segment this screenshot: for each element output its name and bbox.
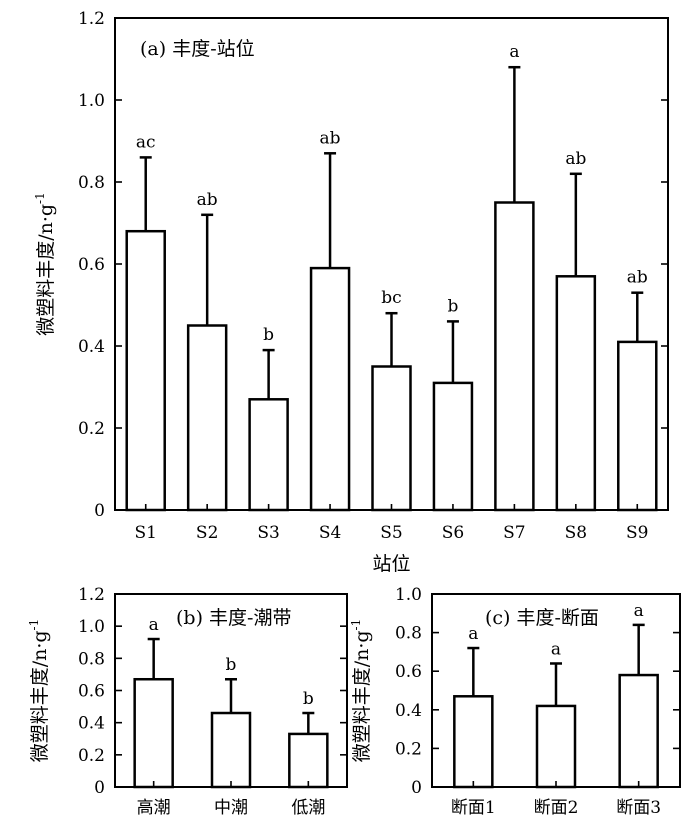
y-tick-label: 1.2 xyxy=(78,9,105,29)
x-tick-label: S1 xyxy=(134,523,156,543)
significance-label: ab xyxy=(565,149,586,169)
significance-label: a xyxy=(509,42,519,62)
y-axis-label: 微塑料丰度/n·g-1 xyxy=(27,619,51,763)
bar xyxy=(133,677,174,789)
significance-label: ab xyxy=(197,190,218,210)
y-tick-label: 0.6 xyxy=(395,662,422,682)
y-tick-label: 0.8 xyxy=(78,173,105,193)
y-tick-label: 0.6 xyxy=(78,682,105,702)
significance-label: b xyxy=(263,325,274,345)
significance-label: a xyxy=(149,615,159,635)
y-axis-label: 微塑料丰度/n·g-1 xyxy=(33,192,57,336)
significance-label: bc xyxy=(381,288,401,308)
bar xyxy=(618,673,659,789)
x-tick-label: S6 xyxy=(442,523,464,543)
y-tick-label: 0.4 xyxy=(395,701,422,721)
bar xyxy=(186,324,228,512)
x-tick-label: 断面1 xyxy=(451,798,496,818)
significance-label: ab xyxy=(627,268,648,288)
bar xyxy=(309,266,351,512)
x-tick-label: S9 xyxy=(626,523,648,543)
y-tick-label: 0 xyxy=(94,501,105,521)
y-tick-label: 0.6 xyxy=(78,255,105,275)
bar xyxy=(432,381,474,512)
significance-label: b xyxy=(447,296,458,316)
bar xyxy=(453,695,494,789)
bar xyxy=(555,275,597,512)
x-tick-label: S5 xyxy=(380,523,402,543)
x-tick-label: S7 xyxy=(503,523,525,543)
bar xyxy=(494,201,535,512)
y-tick-label: 0.2 xyxy=(78,746,105,766)
significance-label: a xyxy=(634,601,644,621)
chart-panel-1: 0 0.2 0.4 0.6 0.8 1.0 1.2 ac S1 ab S2 b S3 ab S4 bc S5 b S… xyxy=(33,9,669,575)
significance-label: b xyxy=(226,655,237,675)
y-tick-label: 0.8 xyxy=(78,649,105,669)
significance-label: a xyxy=(468,624,478,644)
bar xyxy=(371,365,412,512)
chart-panel-2: 0 0.2 0.4 0.6 0.8 1.0 1.2 a 高潮 b 中潮 b 低潮 (b) 丰度-潮带微塑料… xyxy=(27,585,348,818)
y-tick-label: 0.2 xyxy=(78,419,105,439)
y-tick-label: 1.0 xyxy=(395,585,422,605)
x-axis-label: 站位 xyxy=(372,553,410,575)
panel-title: (a) 丰度-站位 xyxy=(140,38,255,60)
x-tick-label: S4 xyxy=(319,523,341,543)
significance-label: a xyxy=(551,639,561,659)
significance-label: ab xyxy=(320,128,341,148)
y-tick-label: 1.0 xyxy=(78,91,105,111)
panel-title: (c) 丰度-断面 xyxy=(485,607,599,629)
y-tick-label: 1.2 xyxy=(78,585,105,605)
x-tick-label: 高潮 xyxy=(137,798,171,818)
y-tick-label: 0 xyxy=(411,778,422,798)
bar xyxy=(125,229,166,512)
bar xyxy=(617,340,658,512)
x-tick-label: S8 xyxy=(565,523,587,543)
y-tick-label: 1.0 xyxy=(78,617,105,637)
bar xyxy=(248,398,289,512)
x-tick-label: S3 xyxy=(257,523,279,543)
y-tick-label: 0.2 xyxy=(395,739,422,759)
bar xyxy=(535,704,577,789)
x-tick-label: S2 xyxy=(196,523,218,543)
y-tick-label: 0.4 xyxy=(78,714,105,734)
significance-label: ac xyxy=(136,132,156,152)
y-tick-label: 0.4 xyxy=(78,337,105,357)
chart-panel-3: 0 0.2 0.4 0.6 0.8 1.0 a 断面1 a 断面2 a 断面3 (c) 丰度-断面微塑料… xyxy=(349,585,681,818)
x-tick-label: 断面3 xyxy=(616,798,661,818)
x-tick-label: 断面2 xyxy=(534,798,579,818)
bar xyxy=(210,711,252,789)
significance-label: b xyxy=(303,689,314,709)
panel-title: (b) 丰度-潮带 xyxy=(176,607,291,629)
bar xyxy=(288,732,329,789)
y-axis-label: 微塑料丰度/n·g-1 xyxy=(349,619,373,763)
y-tick-label: 0.8 xyxy=(395,624,422,644)
x-tick-label: 低潮 xyxy=(291,798,325,818)
x-tick-label: 中潮 xyxy=(214,798,248,818)
y-tick-label: 0 xyxy=(94,778,105,798)
